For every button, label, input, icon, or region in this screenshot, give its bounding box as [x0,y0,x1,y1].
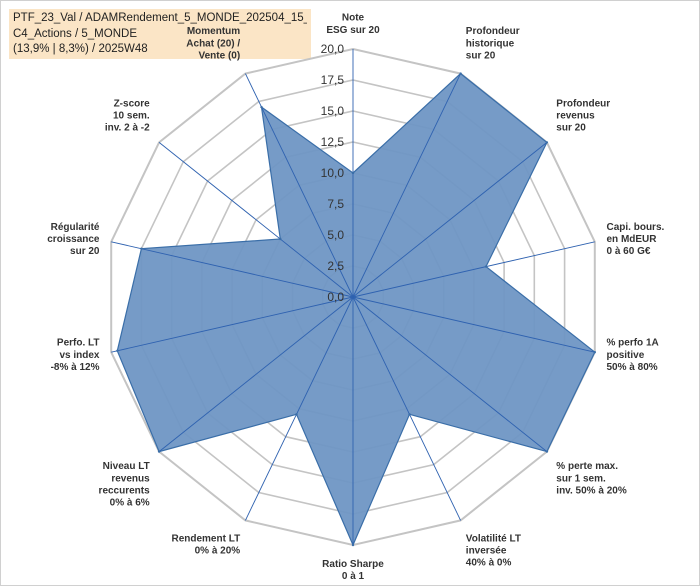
axis-label: Momentum Achat (20) / Vente (0) [186,26,240,61]
axis-label: Profondeur historique sur 20 [466,26,520,61]
axis-spoke [111,296,354,353]
data-point [116,349,119,352]
axis-label: Z-score 10 sem. inv. 2 à -2 [105,98,150,133]
axis-spoke [352,296,595,353]
axis-label: % perte max. sur 1 sem. inv. 50% à 20% [556,461,627,496]
title-line-2: C4_Actions / 5_MONDE [13,27,137,40]
axis-spoke [158,296,354,452]
data-point [408,413,411,416]
axis-spoke [244,73,354,298]
axis-label: Rendement LT 0% à 20% [171,533,240,556]
data-point [459,72,462,75]
axis-spoke [352,73,462,298]
data-point [593,351,596,354]
axis-label: Capi. bours. en MdEUR 0 à 60 G€ [607,222,665,257]
axis-label: Perfo. LT vs index -8% à 12% [51,338,100,373]
axis-label: Régularité croissance sur 20 [47,222,100,257]
axis-label: Note ESG sur 20 [326,13,380,36]
data-point [157,450,161,453]
radial-tick-label: 12,5 [321,135,345,149]
axis-spoke [352,296,462,521]
axis-label: Niveau LT revenus reccurents 0% à 6% [99,461,151,509]
data-point [484,265,488,268]
title-line-1: PTF_23_Val / ADAMRendement_5_MONDE_20250… [13,12,307,24]
radial-tick-label: 5,0 [327,228,344,242]
axis-spoke [352,296,548,452]
radial-tick-label: 15,0 [321,104,345,118]
radial-tick-label: 7,5 [327,197,344,211]
radial-tick-label: 17,5 [321,73,345,87]
data-point [295,413,298,416]
axis-spoke [158,142,354,298]
data-point [140,247,143,250]
axis-label: Ratio Sharpe 0 à 1 [322,559,384,582]
radial-tick-label: 2,5 [327,259,344,273]
radial-tick-label: 20,0 [321,42,345,56]
title-line-3: (13,9% | 8,3%) / 2025W48 [13,43,148,55]
data-point [351,543,355,547]
axis-label: % perfo 1A positive 50% à 80% [607,338,659,373]
data-point [545,141,549,144]
axis-spoke [244,296,354,521]
chart-title-box: PTF_23_Val / ADAMRendement_5_MONDE_20250… [9,9,311,59]
radial-tick-label: 0,0 [327,290,344,304]
axis-spoke [352,241,595,298]
axis-spoke [111,241,354,298]
data-point [545,450,549,453]
data-point [279,237,282,241]
data-point [351,171,355,175]
axis-label: Profondeur revenus sur 20 [556,98,610,133]
axis-label: Volatilité LT inversée 40% à 0% [466,533,521,568]
radial-tick-label: 10,0 [321,166,345,180]
axis-spoke [352,142,548,298]
data-point [260,105,263,109]
